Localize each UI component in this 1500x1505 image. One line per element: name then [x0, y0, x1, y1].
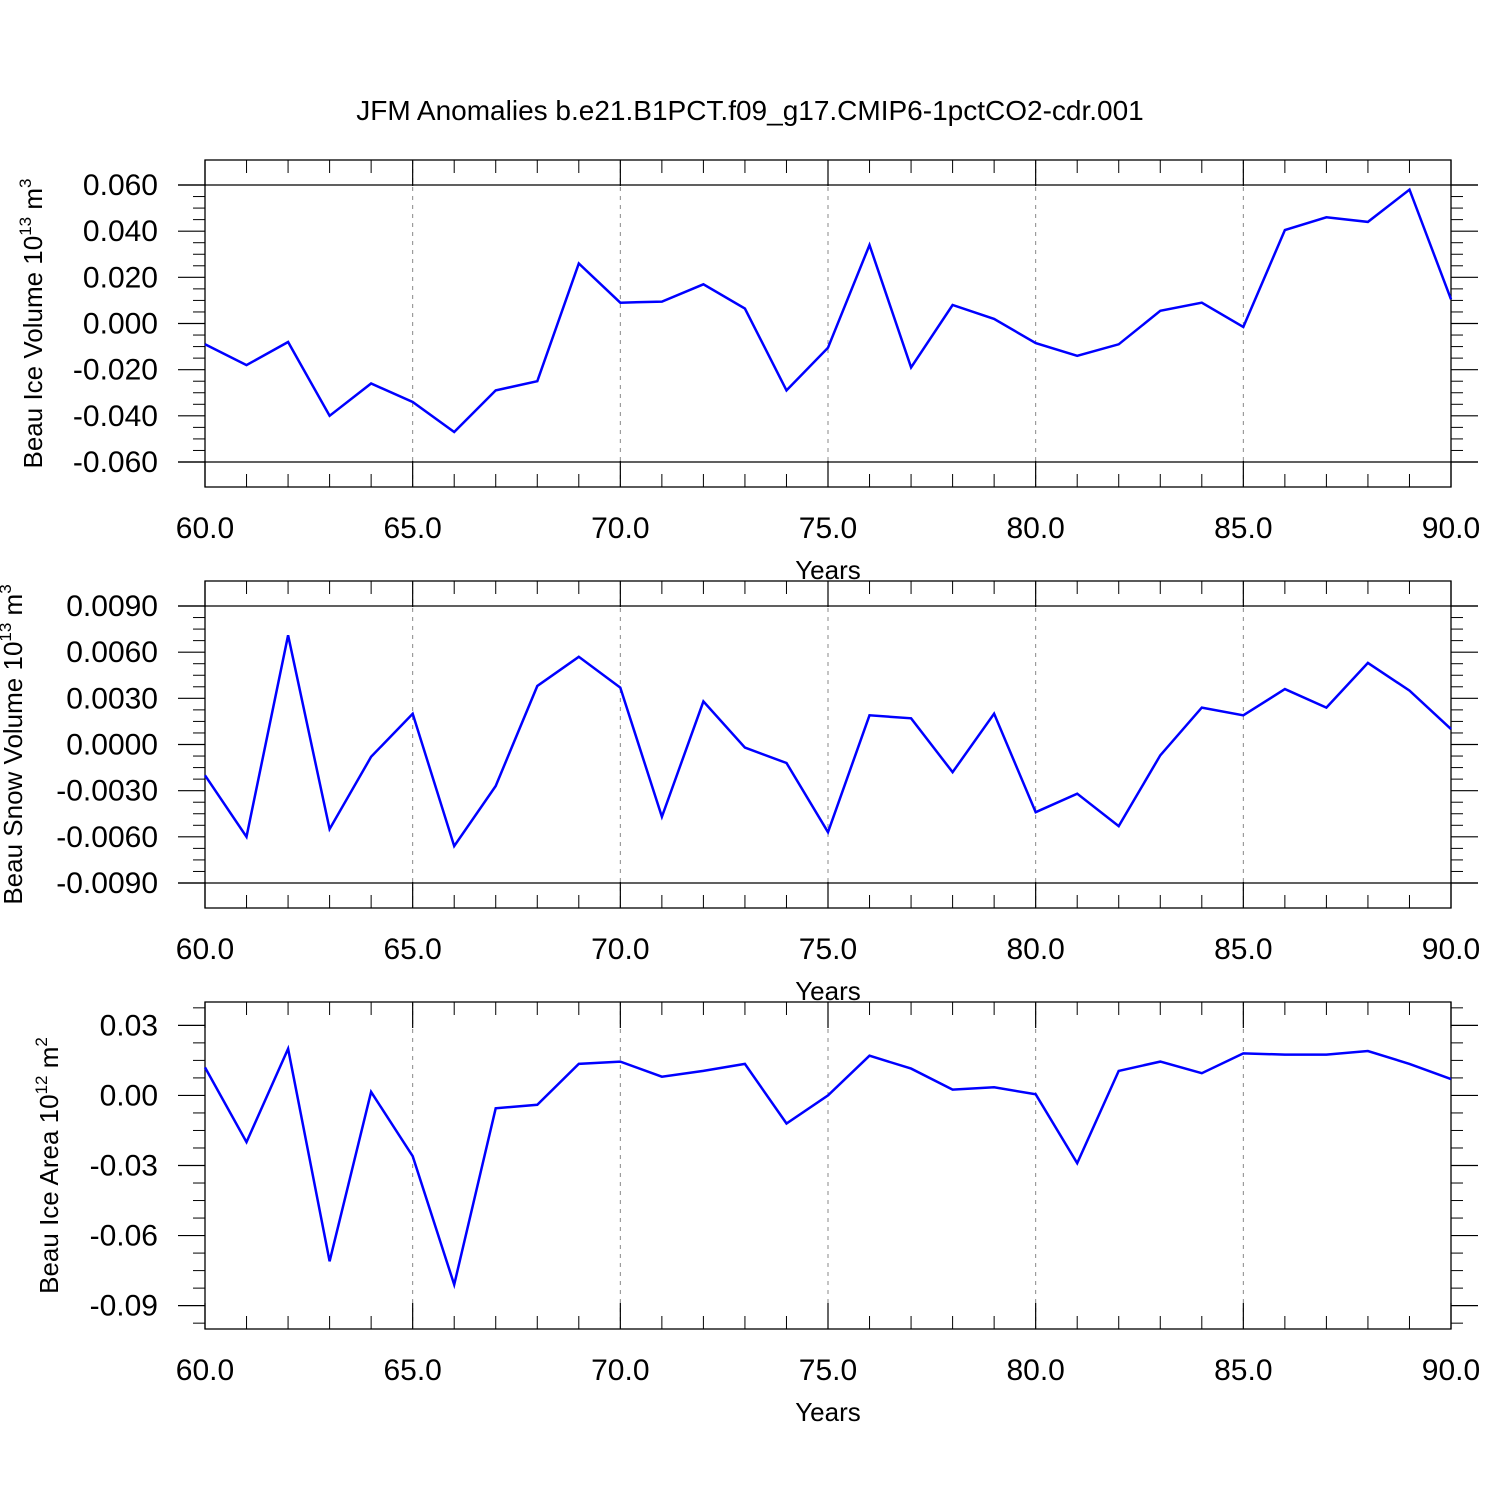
y-tick-label: 0.040 [83, 215, 158, 248]
y-tick-label: 0.000 [83, 308, 158, 341]
x-tick-label: 85.0 [1214, 512, 1272, 545]
panel-2: -0.0090 -0.0060 -0.0030 0.0000 0.0030 0.0060 0… [0, 581, 1480, 1006]
y-tick-label: 0.00 [100, 1079, 158, 1112]
x-tick-label: 75.0 [799, 933, 857, 966]
panel-3: -0.09 -0.06 -0.03 0.00 0.03 60.0 65.0 70.0 75.0 8… [32, 1002, 1480, 1427]
x-tick-label: 70.0 [591, 512, 649, 545]
x-tick-label: 60.0 [176, 933, 234, 966]
x-tick-label: 65.0 [383, 1354, 441, 1387]
y-tick-label: -0.0030 [56, 775, 158, 808]
y-axis-label: Beau Snow Volume 1013 m3 [0, 584, 28, 904]
y-tick-label: -0.0090 [56, 867, 158, 900]
x-tick-label: 90.0 [1422, 512, 1480, 545]
panel-1: -0.060 -0.040 -0.020 0.000 0.020 0.040 0.060 60… [16, 160, 1480, 585]
y-tick-label: 0.020 [83, 261, 158, 294]
x-tick-label: 70.0 [591, 1354, 649, 1387]
y-tick-label: 0.060 [83, 169, 158, 202]
y-tick-label: -0.020 [73, 354, 158, 387]
y-tick-label: 0.0000 [66, 729, 158, 762]
y-axis-label: Beau Ice Volume 1013 m3 [16, 179, 48, 469]
figure-title: JFM Anomalies b.e21.B1PCT.f09_g17.CMIP6-… [0, 95, 1500, 127]
y-tick-label: -0.0060 [56, 821, 158, 854]
x-tick-label: 90.0 [1422, 1354, 1480, 1387]
y-tick-label: -0.09 [90, 1290, 158, 1323]
x-tick-label: 70.0 [591, 933, 649, 966]
y-tick-label: 0.0060 [66, 636, 158, 669]
y-tick-label: -0.040 [73, 400, 158, 433]
x-tick-label: 85.0 [1214, 1354, 1272, 1387]
y-tick-label: -0.06 [90, 1220, 158, 1253]
series-line [205, 635, 1451, 846]
x-tick-label: 65.0 [383, 512, 441, 545]
x-tick-label: 60.0 [176, 512, 234, 545]
x-tick-label: 80.0 [1006, 1354, 1064, 1387]
y-tick-label: 0.03 [100, 1009, 158, 1042]
x-tick-label: 80.0 [1006, 512, 1064, 545]
x-tick-label: 65.0 [383, 933, 441, 966]
x-tick-label: 75.0 [799, 512, 857, 545]
y-tick-label: 0.0030 [66, 682, 158, 715]
x-tick-label: 85.0 [1214, 933, 1272, 966]
x-axis-label: Years [795, 1397, 861, 1427]
y-tick-label: 0.0090 [66, 590, 158, 623]
y-tick-label: -0.03 [90, 1150, 158, 1183]
x-tick-label: 60.0 [176, 1354, 234, 1387]
x-tick-label: 80.0 [1006, 933, 1064, 966]
x-tick-label: 90.0 [1422, 933, 1480, 966]
x-tick-label: 75.0 [799, 1354, 857, 1387]
y-axis-label: Beau Ice Area 1012 m2 [32, 1037, 64, 1294]
y-tick-label: -0.060 [73, 446, 158, 479]
